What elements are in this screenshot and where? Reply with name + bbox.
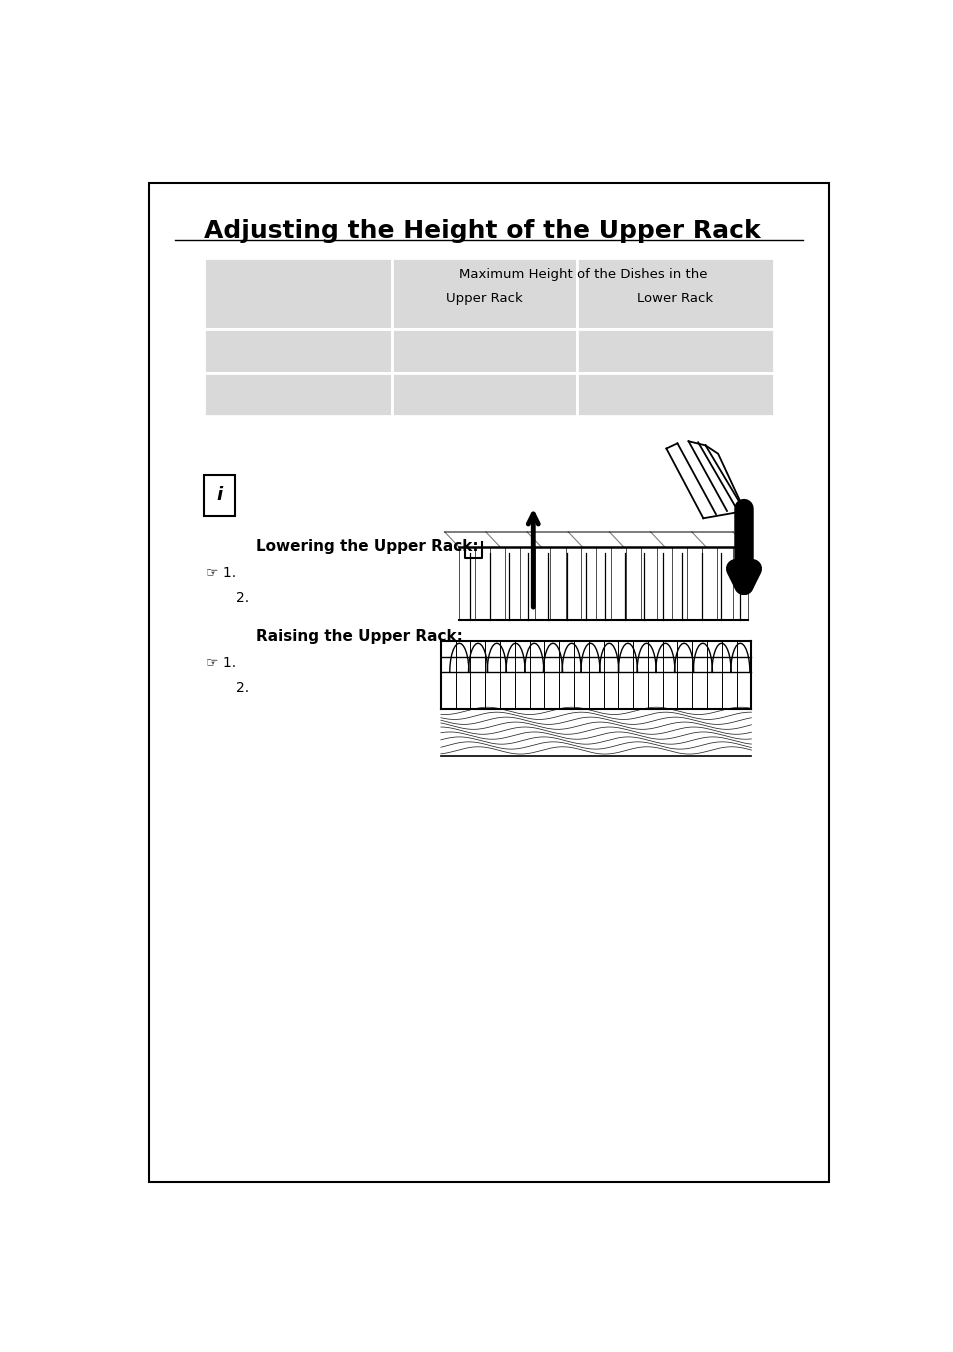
Bar (577, 258, 773, 329)
Bar (577, 373, 773, 416)
Text: 2.: 2. (235, 680, 249, 695)
Text: ☞ 1.: ☞ 1. (206, 656, 236, 669)
Bar (577, 329, 773, 373)
Text: Upper Rack: Upper Rack (446, 292, 522, 306)
Text: Lowering the Upper Rack:: Lowering the Upper Rack: (255, 539, 478, 554)
Bar (204, 475, 235, 516)
Text: Maximum Height of the Dishes in the: Maximum Height of the Dishes in the (458, 269, 706, 281)
Text: Raising the Upper Rack:: Raising the Upper Rack: (255, 629, 462, 644)
Text: Lower Rack: Lower Rack (637, 292, 713, 306)
Bar (204, 329, 392, 373)
Text: Adjusting the Height of the Upper Rack: Adjusting the Height of the Upper Rack (204, 219, 760, 243)
Bar (392, 373, 577, 416)
Bar (204, 258, 392, 329)
Text: i: i (216, 487, 223, 504)
Text: 2.: 2. (235, 591, 249, 606)
Text: ☞ 1.: ☞ 1. (206, 566, 236, 580)
Bar (392, 258, 577, 329)
FancyArrowPatch shape (528, 514, 537, 607)
Bar (392, 329, 577, 373)
Bar (204, 373, 392, 416)
FancyArrowPatch shape (735, 508, 752, 585)
